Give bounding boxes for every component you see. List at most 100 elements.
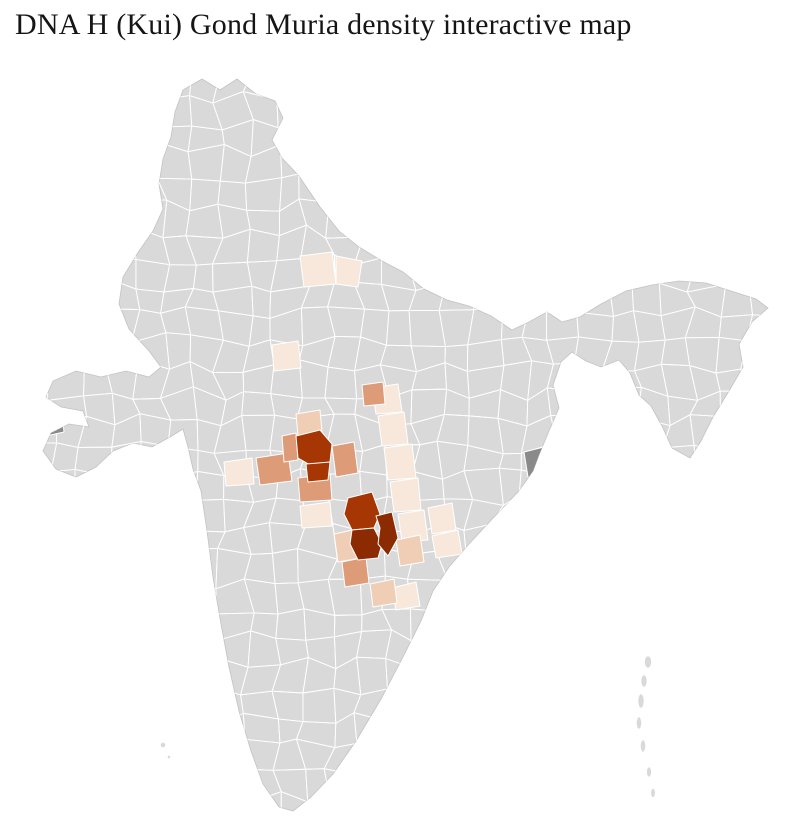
district-cell-boundary: [129, 96, 168, 128]
district[interactable]: [271, 340, 302, 372]
district-cell-boundary: [693, 444, 720, 479]
district-cell-boundary: [47, 336, 87, 371]
island[interactable]: [637, 693, 645, 709]
district-cell-boundary: [685, 768, 726, 799]
district-cell-boundary: [74, 579, 112, 613]
district-cell-boundary: [131, 502, 165, 533]
district-cell-boundary: [107, 710, 136, 748]
district-cell-boundary: [686, 177, 722, 205]
island[interactable]: [646, 766, 652, 778]
district-cell-boundary: [464, 551, 504, 583]
districts-density-level2[interactable]: [295, 409, 425, 608]
district-cell-boundary: [277, 127, 302, 156]
island-districts[interactable]: [160, 655, 656, 798]
district-cell-boundary: [435, 577, 471, 612]
district-cell-boundary: [43, 172, 59, 208]
district[interactable]: [343, 491, 381, 531]
district-cell-boundary: [84, 337, 111, 365]
districts-density-level4[interactable]: [295, 429, 381, 531]
district-cell-boundary: [741, 179, 768, 204]
district-cell-boundary: [136, 79, 159, 101]
district[interactable]: [299, 251, 337, 288]
district[interactable]: [427, 502, 457, 535]
district-cell-boundary: [79, 227, 111, 261]
district-cell-boundary: [406, 767, 447, 800]
district-cell-boundary: [494, 693, 530, 724]
district-cell-boundary: [632, 231, 662, 260]
district[interactable]: [377, 411, 409, 447]
district-cell-boundary: [47, 200, 87, 234]
district[interactable]: [375, 511, 399, 557]
district-cell-boundary: [73, 609, 111, 642]
district-cell-boundary: [163, 793, 192, 811]
district-cell-boundary: [519, 548, 559, 589]
island[interactable]: [636, 716, 642, 730]
district-cell-boundary: [43, 632, 60, 670]
island[interactable]: [167, 755, 171, 759]
district-cell-boundary: [546, 234, 580, 256]
district-cell-boundary: [383, 146, 413, 178]
district-cell-boundary: [157, 660, 199, 697]
district-cell-boundary: [463, 150, 498, 181]
district-cell-boundary: [462, 99, 504, 127]
district[interactable]: [369, 578, 398, 608]
district-cell-boundary: [747, 79, 768, 103]
district[interactable]: [383, 443, 417, 481]
district-cell-boundary: [43, 79, 53, 103]
district[interactable]: [299, 501, 333, 529]
district[interactable]: [255, 452, 293, 486]
district-cell-boundary: [641, 635, 664, 663]
district-cell-boundary: [547, 794, 579, 811]
district-cell-boundary: [657, 79, 693, 104]
district-cell-boundary: [43, 253, 59, 284]
district[interactable]: [341, 556, 370, 588]
district-cell-boundary: [519, 586, 560, 615]
district-cell-boundary: [464, 206, 493, 238]
district-cell-boundary: [712, 177, 747, 205]
island[interactable]: [640, 674, 648, 688]
district[interactable]: [281, 432, 299, 463]
district-cell-boundary: [137, 606, 169, 637]
districts-density-level3[interactable]: [255, 381, 386, 588]
district[interactable]: [523, 446, 551, 488]
district-cell-boundary: [463, 718, 501, 750]
island[interactable]: [640, 739, 646, 753]
district-cell-boundary: [439, 225, 470, 257]
districts-density-level1[interactable]: [223, 251, 463, 611]
district[interactable]: [331, 441, 359, 478]
district-cell-boundary: [440, 666, 476, 696]
district-cell-boundary: [56, 630, 79, 670]
district-cell-boundary: [55, 278, 87, 317]
district[interactable]: [43, 413, 65, 437]
district-cell-boundary: [85, 308, 111, 345]
district-cell-boundary: [466, 799, 501, 811]
district-cell-boundary: [604, 202, 642, 239]
district[interactable]: [389, 477, 422, 513]
districts-density-level5[interactable]: [349, 511, 399, 561]
district-cell-boundary: [161, 530, 187, 555]
district-cell-boundary: [500, 99, 527, 131]
district-cell-boundary: [43, 608, 58, 635]
island[interactable]: [644, 655, 652, 669]
district[interactable]: [335, 255, 363, 288]
district-cell-boundary: [101, 79, 140, 98]
island[interactable]: [160, 742, 166, 748]
district-cell-boundary: [463, 176, 498, 209]
district-cell-boundary: [324, 93, 357, 131]
district-cell-boundary: [692, 96, 724, 130]
district-cell-boundary: [43, 555, 58, 588]
island[interactable]: [650, 788, 656, 798]
district[interactable]: [397, 509, 429, 543]
district-cell-boundary: [518, 146, 559, 185]
district[interactable]: [349, 527, 383, 561]
district-cell-boundary: [161, 606, 196, 638]
district-cell-boundary: [185, 609, 217, 642]
district[interactable]: [361, 381, 386, 407]
district[interactable]: [223, 457, 255, 487]
district-cell-boundary: [77, 278, 111, 315]
district[interactable]: [395, 534, 425, 567]
district[interactable]: [305, 461, 331, 483]
district-cell-boundary: [298, 144, 338, 175]
district-cell-boundary: [581, 97, 614, 131]
